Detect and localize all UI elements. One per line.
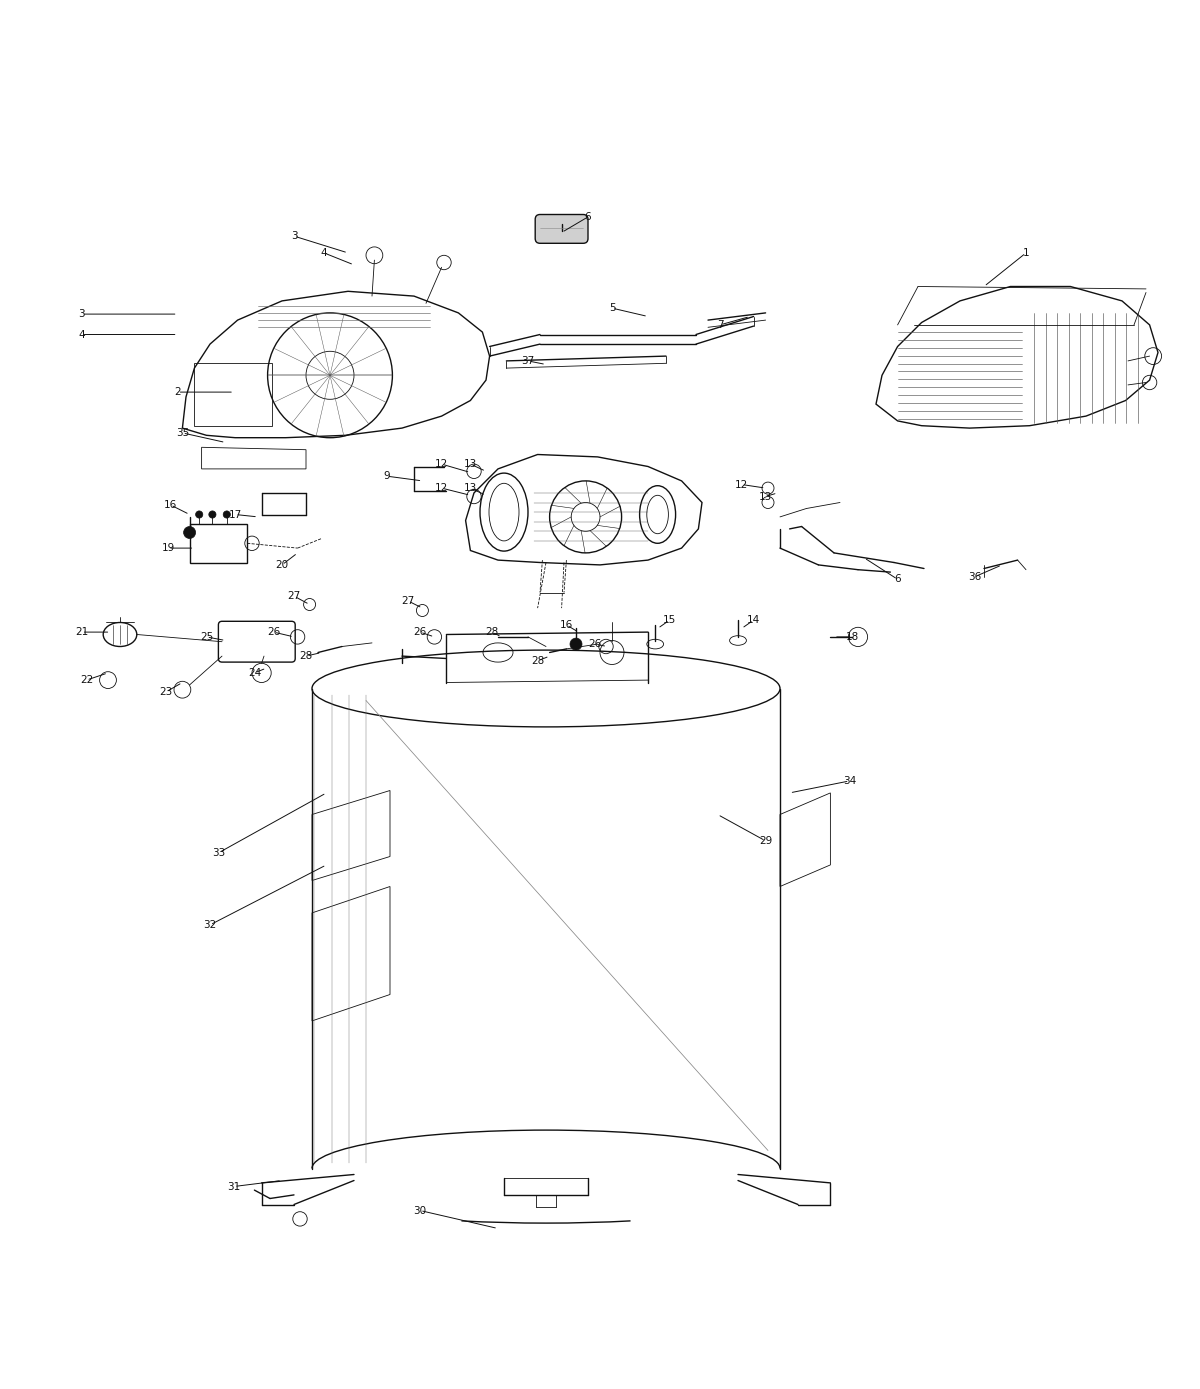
Circle shape bbox=[570, 638, 582, 650]
Text: 18: 18 bbox=[845, 632, 859, 642]
Circle shape bbox=[209, 511, 216, 518]
Text: 7: 7 bbox=[716, 319, 724, 331]
Text: 22: 22 bbox=[79, 675, 94, 685]
Text: 4: 4 bbox=[78, 329, 85, 339]
Circle shape bbox=[184, 526, 196, 539]
Text: 32: 32 bbox=[203, 920, 217, 929]
Text: 12: 12 bbox=[434, 483, 449, 493]
Text: 5: 5 bbox=[608, 303, 616, 313]
Text: 34: 34 bbox=[842, 776, 857, 786]
Text: 37: 37 bbox=[521, 356, 535, 365]
Text: 36: 36 bbox=[967, 572, 982, 582]
Text: 28: 28 bbox=[530, 656, 545, 665]
Text: 25: 25 bbox=[199, 632, 214, 642]
Text: 12: 12 bbox=[734, 479, 749, 489]
Text: 6: 6 bbox=[584, 213, 592, 222]
Text: 23: 23 bbox=[158, 688, 173, 697]
Text: 20: 20 bbox=[276, 560, 288, 569]
Text: 3: 3 bbox=[78, 310, 85, 319]
Text: 31: 31 bbox=[227, 1182, 241, 1192]
Text: 16: 16 bbox=[163, 500, 178, 510]
Text: 28: 28 bbox=[299, 651, 313, 661]
Text: 4: 4 bbox=[320, 247, 328, 258]
Text: 26: 26 bbox=[266, 626, 281, 638]
Text: 26: 26 bbox=[413, 626, 427, 638]
FancyBboxPatch shape bbox=[535, 214, 588, 243]
Text: 26: 26 bbox=[588, 639, 602, 649]
Text: 33: 33 bbox=[211, 847, 226, 858]
Circle shape bbox=[196, 511, 203, 518]
Text: 35: 35 bbox=[175, 428, 190, 438]
Text: 27: 27 bbox=[287, 592, 301, 601]
Text: 15: 15 bbox=[662, 615, 677, 625]
Text: 12: 12 bbox=[434, 460, 449, 469]
Text: 24: 24 bbox=[247, 668, 262, 678]
Text: 28: 28 bbox=[485, 626, 499, 638]
Text: 16: 16 bbox=[559, 619, 574, 629]
Text: 14: 14 bbox=[746, 615, 761, 625]
Text: 27: 27 bbox=[401, 596, 415, 606]
Text: 13: 13 bbox=[463, 460, 478, 469]
Text: 21: 21 bbox=[74, 626, 89, 638]
Text: 30: 30 bbox=[414, 1206, 426, 1215]
Circle shape bbox=[223, 511, 230, 518]
Text: 17: 17 bbox=[228, 510, 242, 519]
Text: 9: 9 bbox=[383, 471, 390, 481]
Text: 13: 13 bbox=[463, 483, 478, 493]
Text: 6: 6 bbox=[894, 574, 901, 585]
Text: 29: 29 bbox=[758, 836, 773, 846]
Text: 2: 2 bbox=[174, 388, 181, 397]
Text: 1: 1 bbox=[1022, 247, 1030, 258]
Text: 19: 19 bbox=[161, 543, 175, 553]
Text: 13: 13 bbox=[758, 492, 773, 501]
Text: 3: 3 bbox=[290, 231, 298, 242]
